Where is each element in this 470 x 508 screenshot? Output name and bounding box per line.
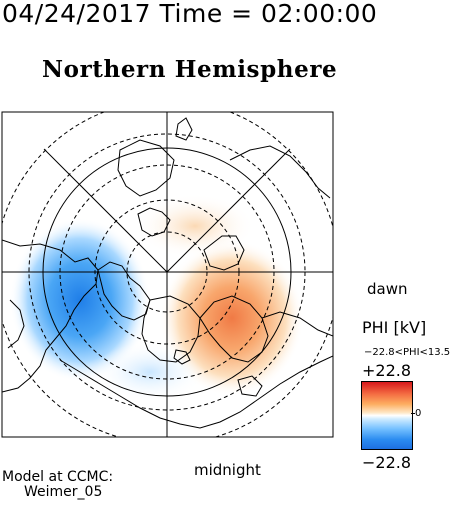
negative-cell xyxy=(10,218,150,382)
colorbar-zero-label: 0 xyxy=(415,408,422,419)
coastlines xyxy=(2,117,333,429)
colorbar-title: PHI [kV] xyxy=(362,318,427,337)
colorbar-range: −22.8<PHI<13.5 xyxy=(364,347,451,358)
time-title: 04/24/2017 Time = 02:00:00 xyxy=(2,0,378,28)
colorbar xyxy=(361,381,413,450)
colorbar-max-label: +22.8 xyxy=(362,361,412,380)
meridian-lines xyxy=(2,112,333,437)
hemisphere-title: Northern Hemisphere xyxy=(42,56,338,83)
model-credit-line2: Weimer_05 xyxy=(24,484,103,500)
negative-cell-extension xyxy=(95,342,205,402)
model-credit-line1: Model at CCMC: xyxy=(2,469,114,485)
midnight-label: midnight xyxy=(194,461,261,479)
colorbar-zero-tick xyxy=(411,413,415,414)
colorbar-min-label: −22.8 xyxy=(362,453,412,472)
positive-cell-extension xyxy=(135,194,255,258)
dawn-label: dawn xyxy=(367,280,408,298)
